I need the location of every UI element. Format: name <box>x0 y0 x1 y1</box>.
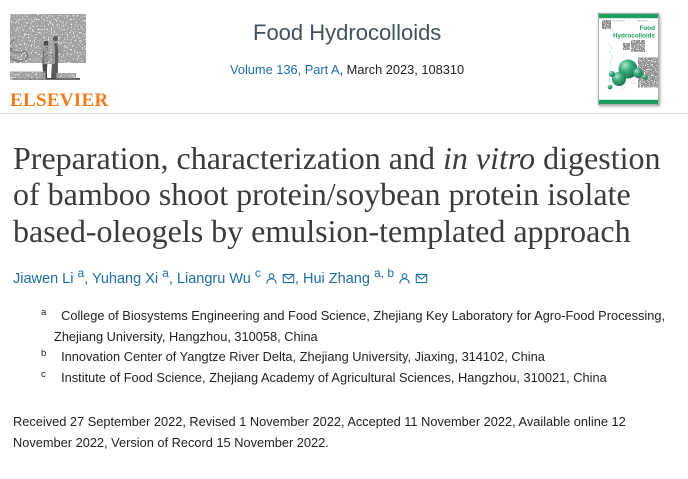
svg-text:Food: Food <box>640 25 656 32</box>
svg-text:March 2023: March 2023 <box>638 19 647 22</box>
svg-text:Vol. 136, Part A: Vol. 136, Part A <box>613 19 626 22</box>
svg-text:Hydrocolloids: Hydrocolloids <box>613 33 655 40</box>
